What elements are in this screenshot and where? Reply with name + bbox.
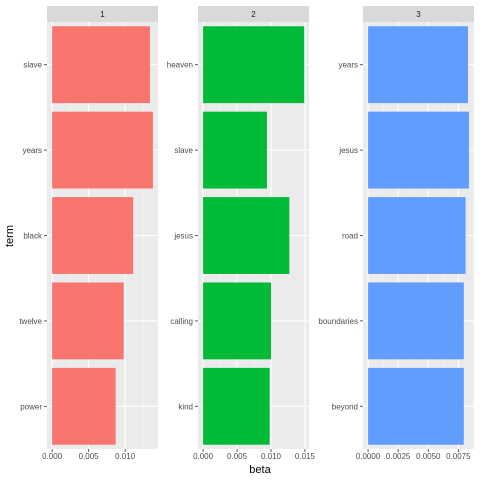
bar-black — [52, 197, 134, 274]
y-axis-title: term — [4, 225, 16, 247]
facet-panel-2: 2 heaven slave jesus calling kind 0.000 0.005 0.… — [167, 6, 316, 461]
y-tick-label: jesus — [173, 232, 193, 241]
facet-strip-label: 3 — [416, 10, 421, 19]
y-tick-label: black — [23, 232, 43, 241]
x-tick-label: 0.000 — [193, 452, 214, 461]
bar-kind — [203, 367, 270, 445]
x-tick-label: 0.0000 — [356, 452, 381, 461]
facet-panel-1: 1 slave years black twelve power 0.000 0.005 0.0… — [19, 6, 158, 461]
bar-slave — [52, 26, 150, 104]
y-tick-label: beyond — [332, 402, 358, 411]
bar-years — [52, 111, 153, 189]
bar-power — [52, 367, 116, 445]
bar-heaven — [203, 26, 305, 104]
facet-panel-3: 3 years jesus road boundaries beyond 0.0000 0.0… — [318, 6, 474, 461]
facet-strip — [47, 6, 158, 22]
bar-calling — [203, 282, 271, 360]
bar-beyond — [368, 367, 464, 445]
x-tick-label: 0.015 — [295, 452, 316, 461]
y-tick-label: heaven — [167, 61, 193, 70]
y-tick-label: years — [22, 146, 42, 155]
x-axis-title: beta — [249, 464, 271, 476]
facet-strip — [363, 6, 474, 22]
x-tick-label: 0.010 — [261, 452, 282, 461]
x-tick-label: 0.005 — [79, 452, 100, 461]
x-tick-label: 0.005 — [227, 452, 248, 461]
facet-strip-label: 1 — [100, 10, 105, 19]
x-tick-label: 0.0025 — [386, 452, 411, 461]
facet-strip — [198, 6, 309, 22]
y-tick-label: years — [338, 61, 358, 70]
y-tick-label: power — [20, 402, 42, 411]
y-tick-label: calling — [170, 317, 193, 326]
y-tick-label: kind — [178, 402, 193, 411]
bar-slave — [203, 111, 267, 189]
y-tick-label: boundaries — [318, 317, 358, 326]
x-tick-label: 0.000 — [42, 452, 63, 461]
x-tick-label: 0.0075 — [446, 452, 471, 461]
bar-jesus — [368, 111, 469, 189]
facet-strip-label: 2 — [251, 10, 256, 19]
bar-road — [368, 197, 466, 274]
x-tick-label: 0.010 — [115, 452, 136, 461]
y-tick-label: slave — [174, 146, 193, 155]
y-tick-label: twelve — [19, 317, 42, 326]
y-tick-label: road — [342, 232, 358, 241]
y-tick-label: jesus — [338, 146, 358, 155]
bar-years — [368, 26, 468, 104]
bar-boundaries — [368, 282, 464, 360]
bar-twelve — [52, 282, 124, 360]
y-tick-label: slave — [23, 61, 42, 70]
x-tick-label: 0.0050 — [416, 452, 441, 461]
bar-jesus — [203, 197, 290, 274]
